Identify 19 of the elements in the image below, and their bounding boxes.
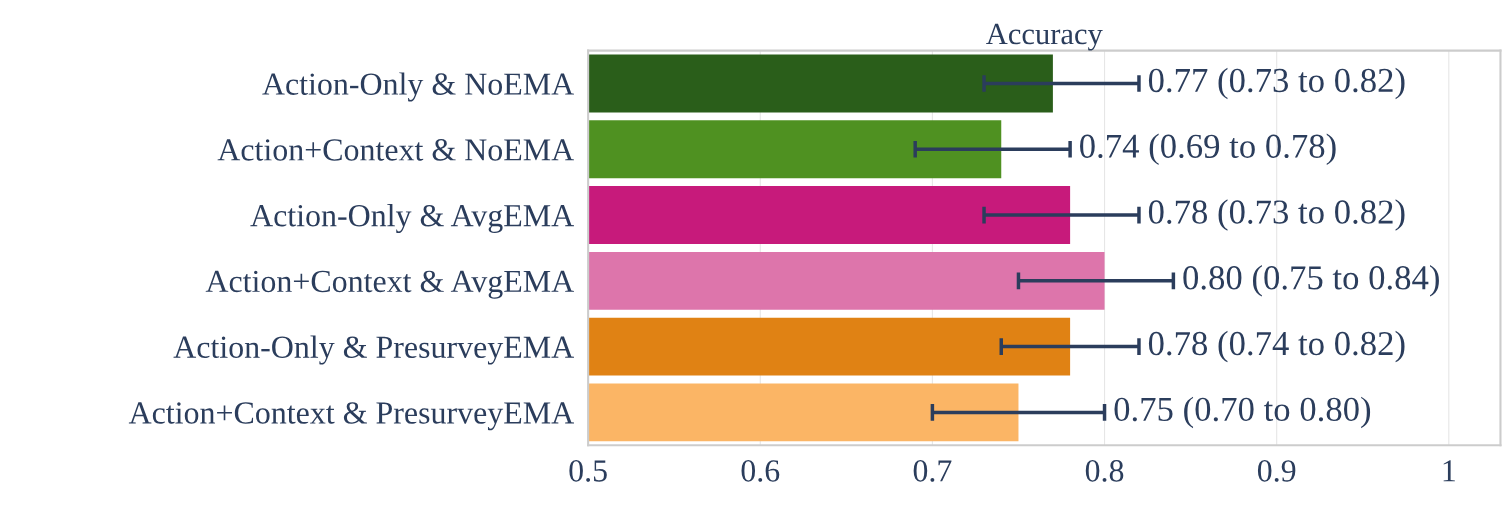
x-tick-label: 0.7 [913,460,952,482]
x-tick-label: 0.6 [741,460,780,482]
data-label: 0.80 (0.75 to 0.84) [1183,265,1439,297]
x-tick-label: 1 [1443,460,1455,482]
data-label: 0.74 (0.69 to 0.78) [1080,133,1336,166]
x-tick-label: 0.9 [1257,460,1296,482]
y-tick-label: Action+Context & NoEMA [217,139,574,161]
data-label: 0.77 (0.73 to 0.82) [1148,67,1405,100]
y-tick-label: Action+Context & PresurveyEMA [128,402,574,431]
chart-title: Accuracy [986,23,1103,51]
x-tick-label: 0.8 [1085,460,1124,482]
y-tick-label: Action-Only & NoEMA [262,72,574,102]
data-label: 0.75 (0.70 to 0.80) [1114,396,1371,429]
y-tick-label: Action+Context & AvgEMA [205,270,574,299]
data-label: 0.78 (0.73 to 0.82) [1148,199,1405,231]
y-tick-label: Action-Only & AvgEMA [250,203,574,234]
y-tick-label: Action-Only & PresurveyEMA [173,335,574,365]
data-label: 0.78 (0.74 to 0.82) [1148,330,1405,363]
x-tick-label: 0.5 [569,460,607,482]
